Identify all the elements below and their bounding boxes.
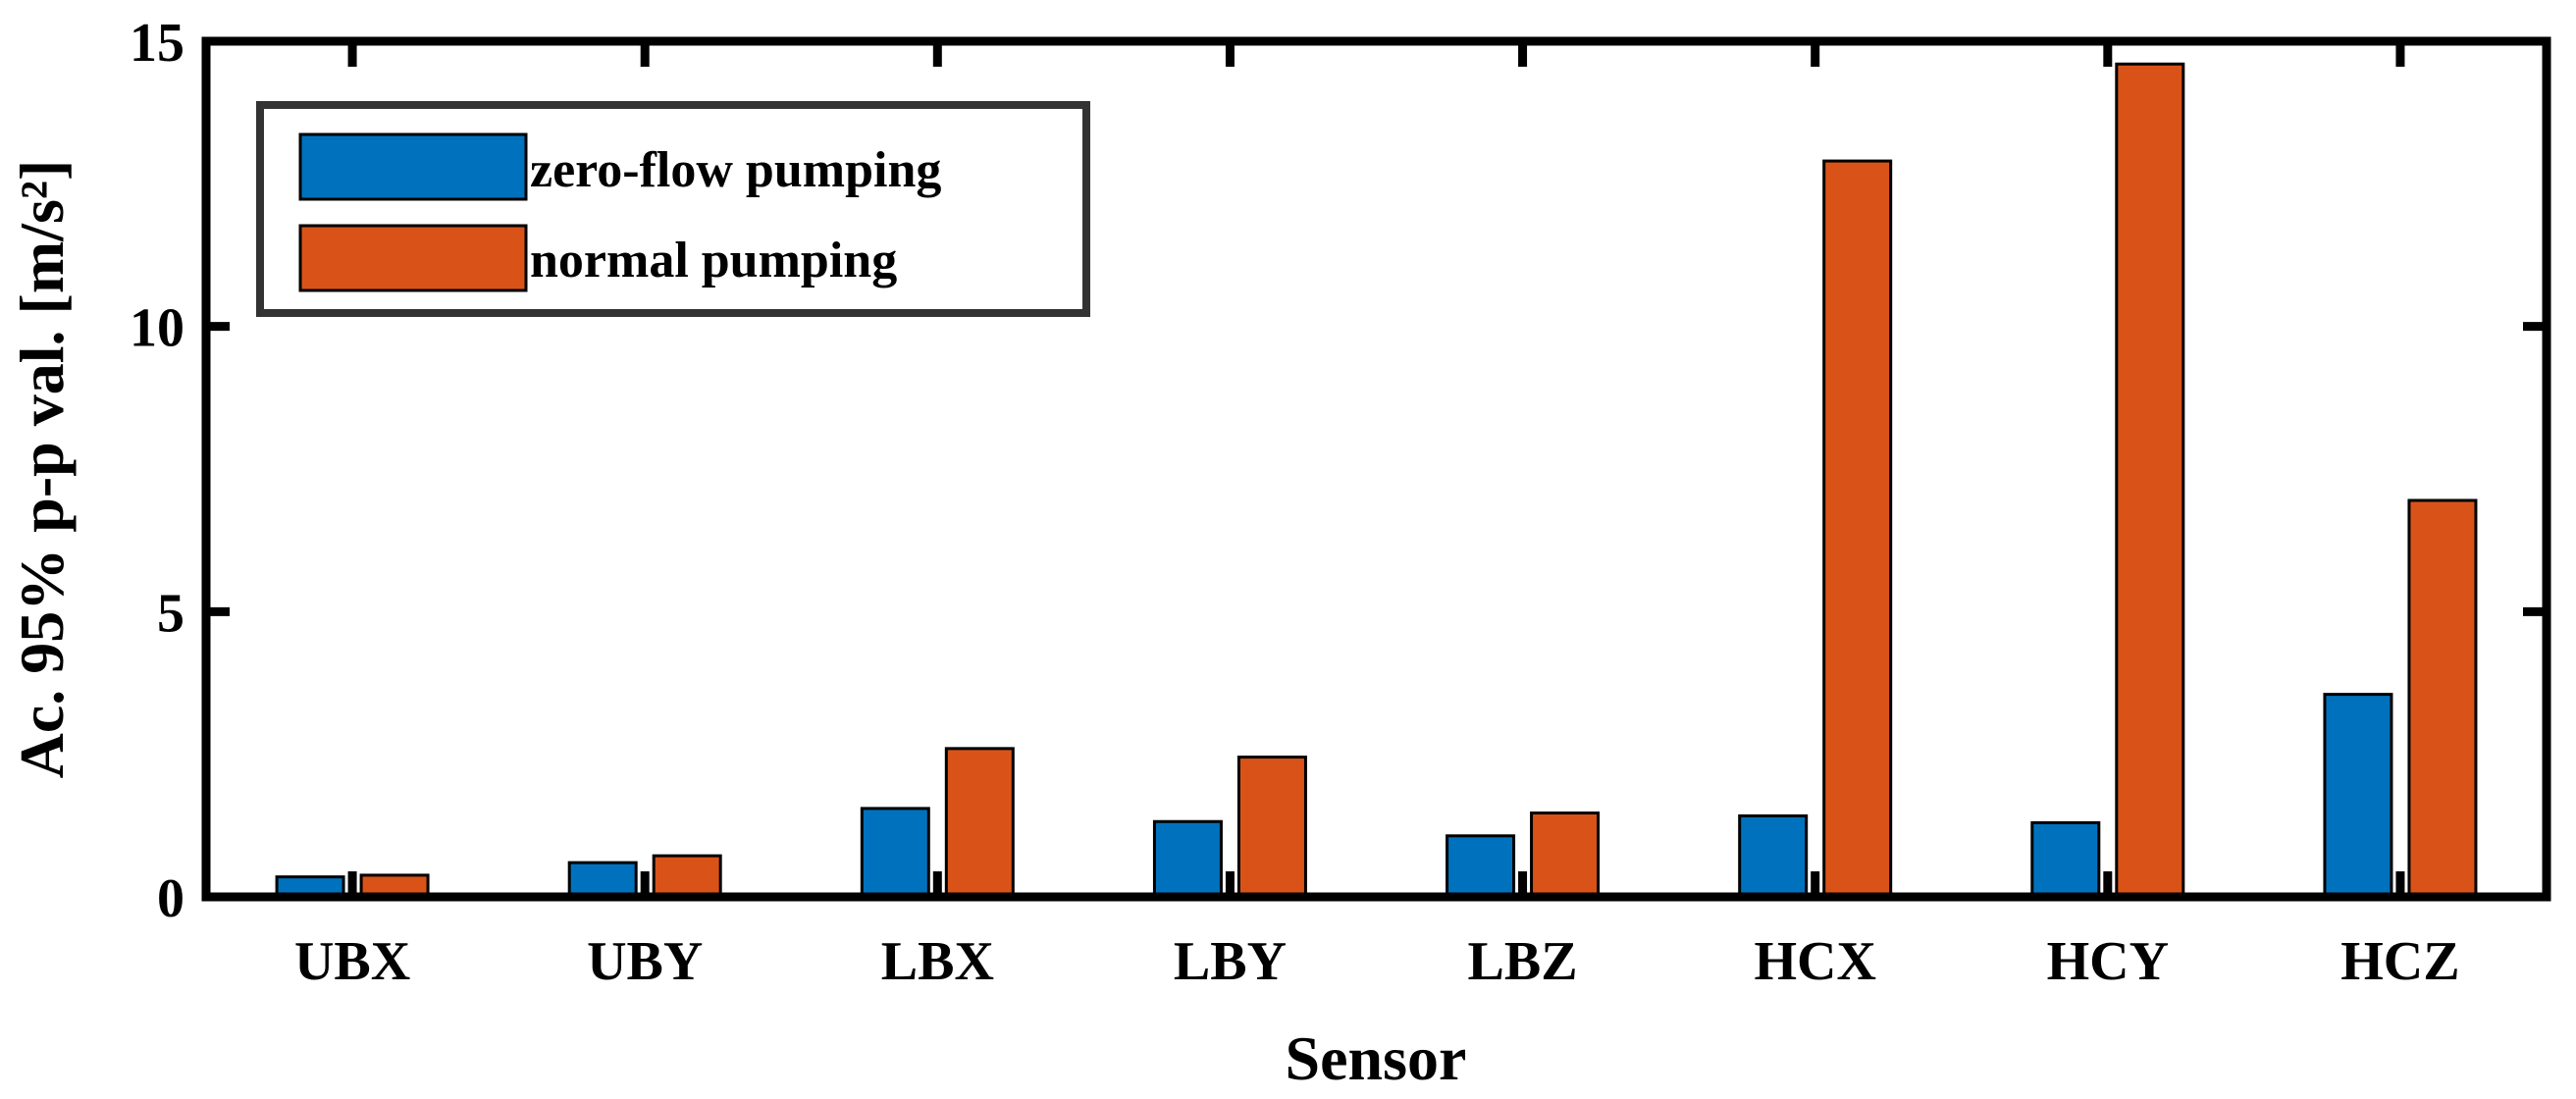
y-tick-label: 0 [157,868,184,929]
bar-lby-zero-flow [1152,819,1223,899]
x-tick-label: HCY [2047,931,2169,992]
legend-label-zero-flow: zero-flow pumping [530,142,941,198]
legend: zero-flow pumping normal pumping [256,101,1090,317]
bars-group [275,62,2478,899]
bar-lbx-zero-flow [860,807,930,899]
bar-lby-normal [1236,756,1307,899]
bar-hcz-zero-flow [2323,693,2393,899]
legend-swatch-normal [298,224,528,292]
x-ticks-group: UBX UBY LBX LBY LBZ HCX HCY HCZ [294,41,2460,992]
bar-hcz-normal [2407,498,2478,899]
y-tick-label: 15 [130,13,184,74]
y-tick-label: 5 [157,583,184,644]
bar-uby-zero-flow [567,861,638,899]
x-tick-label: LBY [1174,931,1287,992]
bar-lbz-zero-flow [1446,834,1516,899]
plot-frame [201,36,2551,902]
x-tick-label: LBZ [1468,931,1578,992]
x-tick-label: LBX [881,931,994,992]
x-tick-label: UBY [587,931,703,992]
bar-hcy-normal [2115,62,2185,899]
x-axis-label: Sensor [1286,1023,1467,1093]
y-axis-label: Ac. 95% p-p val. [m/s²] [7,160,77,779]
bar-hcx-zero-flow [1738,813,1809,899]
bar-lbz-normal [1530,811,1601,899]
legend-swatch-zero-flow [298,132,528,201]
bar-lbx-normal [944,747,1015,899]
bar-hcx-normal [1822,159,1893,899]
bar-uby-normal [652,854,722,899]
legend-label-normal: normal pumping [530,233,897,288]
x-tick-label: UBX [294,931,410,992]
x-tick-label: HCZ [2340,931,2459,992]
x-tick-label: HCX [1754,931,1875,992]
y-tick-label: 10 [130,298,184,359]
bar-hcy-zero-flow [2030,820,2101,899]
